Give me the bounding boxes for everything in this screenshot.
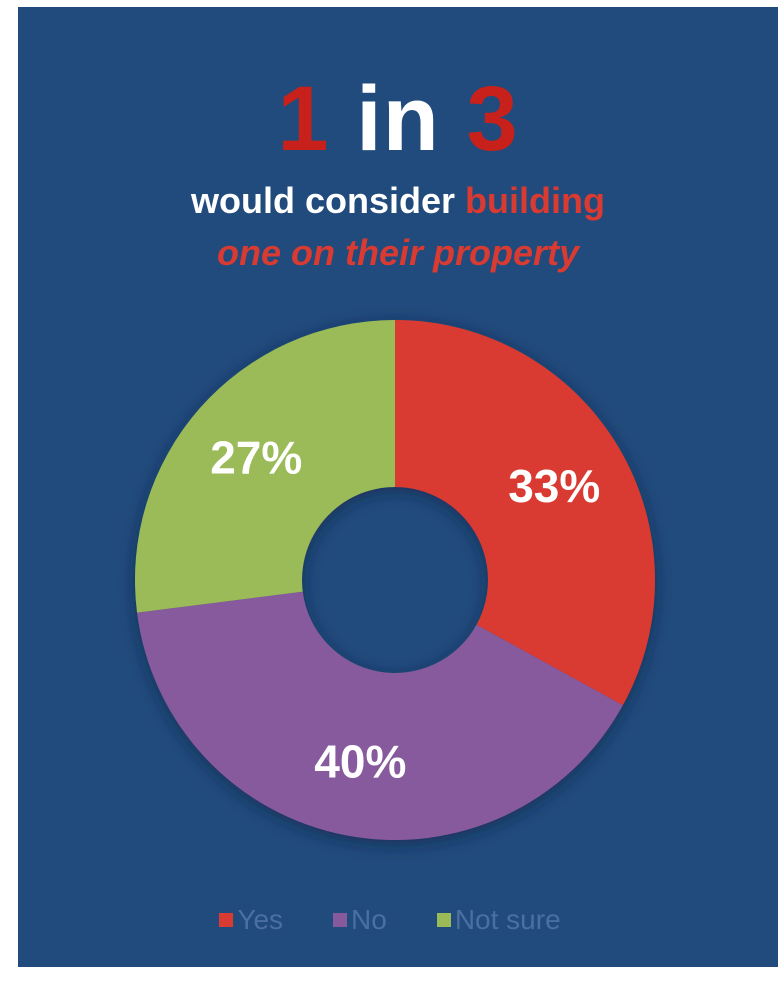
subtitle-line-2: one on their property bbox=[216, 232, 580, 273]
legend-label: Yes bbox=[237, 904, 284, 935]
legend-swatch bbox=[333, 913, 348, 927]
data-label-not-sure: 27% bbox=[210, 432, 302, 484]
donut-slice-yes bbox=[395, 320, 655, 706]
subtitle-red-text: building bbox=[465, 180, 605, 221]
legend-label: Not sure bbox=[454, 904, 561, 935]
legend-item-not-sure: Not sure bbox=[436, 904, 561, 936]
legend-item-yes: Yes bbox=[219, 904, 283, 936]
headline-number-1: 1 bbox=[277, 68, 330, 170]
donut-slice-not-sure bbox=[134, 320, 395, 613]
data-label-yes: 33% bbox=[508, 460, 600, 512]
legend-label: No bbox=[351, 904, 387, 935]
legend-swatch bbox=[436, 913, 451, 927]
legend-item-no: No bbox=[333, 904, 387, 936]
subtitle-line-1: would consider building bbox=[18, 181, 778, 221]
legend-swatch bbox=[219, 913, 234, 927]
headline-in: in bbox=[329, 68, 467, 170]
donut-slice-no bbox=[137, 591, 623, 840]
headline-number-3: 3 bbox=[466, 68, 519, 170]
subtitle-white-text: would consider bbox=[191, 180, 466, 221]
chart-legend: Yes No Not sure bbox=[0, 904, 780, 936]
headline: 1 in 3 bbox=[18, 73, 778, 165]
data-label-no: 40% bbox=[314, 736, 406, 788]
